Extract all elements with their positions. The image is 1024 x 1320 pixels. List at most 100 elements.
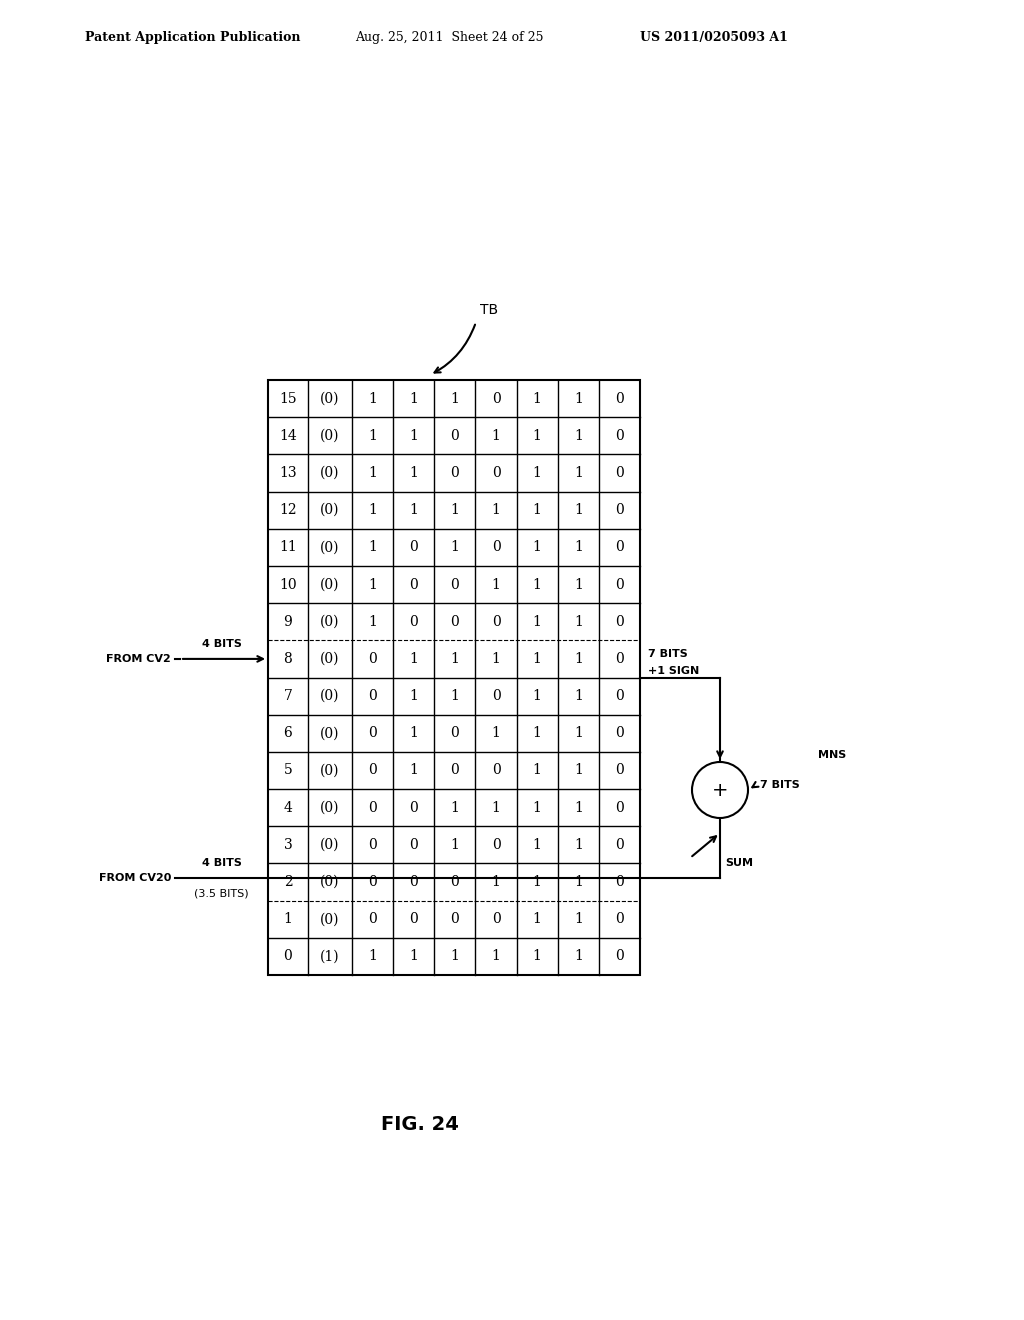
Text: 4 BITS: 4 BITS xyxy=(202,858,242,869)
Text: 0: 0 xyxy=(492,615,501,628)
Text: 1: 1 xyxy=(532,689,542,704)
Text: 1: 1 xyxy=(573,429,583,442)
Text: 1: 1 xyxy=(410,503,418,517)
Text: 9: 9 xyxy=(284,615,293,628)
Text: 1: 1 xyxy=(532,912,542,927)
Text: 7 BITS: 7 BITS xyxy=(760,780,800,789)
Text: 0: 0 xyxy=(369,726,377,741)
Text: 0: 0 xyxy=(492,466,501,480)
Text: (0): (0) xyxy=(321,392,340,405)
Text: 0: 0 xyxy=(451,466,459,480)
Text: 6: 6 xyxy=(284,726,293,741)
Text: US 2011/0205093 A1: US 2011/0205093 A1 xyxy=(640,30,787,44)
Text: 0: 0 xyxy=(615,875,624,890)
Text: (0): (0) xyxy=(321,763,340,777)
Text: 0: 0 xyxy=(369,875,377,890)
Text: 14: 14 xyxy=(280,429,297,442)
Text: 1: 1 xyxy=(451,392,460,405)
Text: 1: 1 xyxy=(451,652,460,665)
Text: 1: 1 xyxy=(532,652,542,665)
Text: 0: 0 xyxy=(615,429,624,442)
Text: 1: 1 xyxy=(573,801,583,814)
Text: 0: 0 xyxy=(615,763,624,777)
Text: 0: 0 xyxy=(492,763,501,777)
Text: 15: 15 xyxy=(280,392,297,405)
Text: 1: 1 xyxy=(573,392,583,405)
Text: 0: 0 xyxy=(369,801,377,814)
Text: 1: 1 xyxy=(532,838,542,851)
Text: 1: 1 xyxy=(369,949,377,964)
Text: 1: 1 xyxy=(492,801,501,814)
Bar xyxy=(268,380,640,975)
Text: 1: 1 xyxy=(573,503,583,517)
Text: 1: 1 xyxy=(369,540,377,554)
Text: (0): (0) xyxy=(321,801,340,814)
Text: 1: 1 xyxy=(410,763,418,777)
Text: 4 BITS: 4 BITS xyxy=(202,639,242,649)
Text: 0: 0 xyxy=(615,503,624,517)
Text: 0: 0 xyxy=(451,875,459,890)
Text: 2: 2 xyxy=(284,875,293,890)
Text: 1: 1 xyxy=(573,540,583,554)
Text: 1: 1 xyxy=(451,503,460,517)
Text: 1: 1 xyxy=(492,578,501,591)
Text: 1: 1 xyxy=(532,503,542,517)
Text: 4: 4 xyxy=(284,801,293,814)
Text: 1: 1 xyxy=(573,875,583,890)
Text: 0: 0 xyxy=(369,912,377,927)
Text: 0: 0 xyxy=(615,912,624,927)
Text: 0: 0 xyxy=(369,689,377,704)
Text: 1: 1 xyxy=(573,838,583,851)
Text: (1): (1) xyxy=(321,949,340,964)
Text: 1: 1 xyxy=(573,689,583,704)
Text: 1: 1 xyxy=(532,578,542,591)
Text: 1: 1 xyxy=(573,466,583,480)
Text: 8: 8 xyxy=(284,652,293,665)
Text: (0): (0) xyxy=(321,466,340,480)
Text: +: + xyxy=(712,780,728,800)
Text: 0: 0 xyxy=(451,429,459,442)
Text: (3.5 BITS): (3.5 BITS) xyxy=(195,888,249,898)
Text: 1: 1 xyxy=(532,540,542,554)
Text: 0: 0 xyxy=(615,838,624,851)
Text: 1: 1 xyxy=(573,726,583,741)
Text: 1: 1 xyxy=(451,801,460,814)
Text: 12: 12 xyxy=(280,503,297,517)
Text: 0: 0 xyxy=(492,540,501,554)
Text: 10: 10 xyxy=(280,578,297,591)
Text: 11: 11 xyxy=(280,540,297,554)
Text: 1: 1 xyxy=(451,838,460,851)
Text: +1 SIGN: +1 SIGN xyxy=(648,665,699,676)
Text: 0: 0 xyxy=(451,578,459,591)
Text: 1: 1 xyxy=(573,615,583,628)
Text: 1: 1 xyxy=(410,392,418,405)
Text: 0: 0 xyxy=(410,801,418,814)
Text: 0: 0 xyxy=(615,540,624,554)
Text: 0: 0 xyxy=(369,652,377,665)
Text: (0): (0) xyxy=(321,689,340,704)
Text: 0: 0 xyxy=(615,652,624,665)
Text: 0: 0 xyxy=(615,689,624,704)
Text: 1: 1 xyxy=(532,726,542,741)
Text: Patent Application Publication: Patent Application Publication xyxy=(85,30,300,44)
Text: (0): (0) xyxy=(321,540,340,554)
Text: (0): (0) xyxy=(321,615,340,628)
Text: 1: 1 xyxy=(410,429,418,442)
Text: 0: 0 xyxy=(492,689,501,704)
Text: 1: 1 xyxy=(532,801,542,814)
Text: Aug. 25, 2011  Sheet 24 of 25: Aug. 25, 2011 Sheet 24 of 25 xyxy=(355,30,544,44)
Text: (0): (0) xyxy=(321,429,340,442)
Text: 0: 0 xyxy=(615,466,624,480)
Text: 1: 1 xyxy=(573,652,583,665)
Text: 1: 1 xyxy=(451,689,460,704)
Text: 1: 1 xyxy=(369,429,377,442)
Text: (0): (0) xyxy=(321,838,340,851)
Text: 1: 1 xyxy=(410,726,418,741)
Text: 1: 1 xyxy=(492,652,501,665)
Text: 1: 1 xyxy=(532,392,542,405)
Text: 1: 1 xyxy=(573,763,583,777)
Text: 0: 0 xyxy=(369,838,377,851)
Text: 0: 0 xyxy=(615,615,624,628)
Text: FROM CV20: FROM CV20 xyxy=(98,873,171,883)
Text: 1: 1 xyxy=(573,949,583,964)
